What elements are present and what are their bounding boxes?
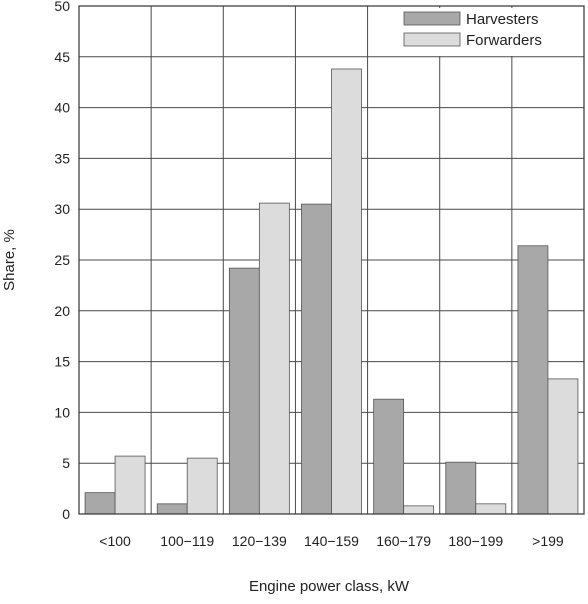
y-tick-label: 40 bbox=[54, 100, 70, 116]
y-tick-label: 0 bbox=[62, 506, 70, 522]
bar-harvesters bbox=[301, 203, 332, 515]
y-tick-label: 15 bbox=[54, 354, 70, 370]
bars bbox=[84, 68, 579, 515]
axes: 0 5 10 15 20 25 30 35 40 45 50 <100 100−119 120−139 14… bbox=[54, 0, 585, 549]
x-tick-label: 100−119 bbox=[160, 533, 214, 549]
bar-harvesters bbox=[84, 492, 116, 515]
y-tick-label: 20 bbox=[54, 303, 70, 319]
y-tick-label: 25 bbox=[54, 252, 70, 268]
x-tick-label: 180−199 bbox=[448, 533, 503, 549]
legend-swatch bbox=[403, 32, 461, 47]
y-axis-label: Share, % bbox=[1, 229, 18, 291]
legend-label: Harvesters bbox=[466, 11, 539, 28]
y-tick-label: 5 bbox=[62, 455, 70, 471]
bar-forwarders bbox=[403, 505, 435, 515]
legend-label: Forwarders bbox=[466, 32, 542, 49]
bar-harvesters bbox=[517, 245, 549, 515]
y-tick-label: 35 bbox=[54, 150, 70, 166]
bar-harvesters bbox=[445, 461, 477, 515]
y-tick-label: 30 bbox=[54, 201, 70, 217]
x-tick-label: 120−139 bbox=[232, 533, 287, 549]
y-tick-label: 50 bbox=[54, 0, 70, 14]
bar-harvesters bbox=[373, 398, 405, 515]
x-tick-label: 140−159 bbox=[304, 533, 359, 549]
bar-harvesters bbox=[228, 267, 260, 515]
x-tick-label: >199 bbox=[532, 533, 564, 549]
legend-swatch bbox=[403, 11, 461, 26]
bar-harvesters bbox=[156, 503, 188, 515]
plot-frame bbox=[78, 5, 585, 515]
bar-forwarders bbox=[258, 202, 290, 515]
y-tick-label: 45 bbox=[54, 49, 70, 65]
bar-forwarders bbox=[186, 457, 218, 515]
x-axis-label: Engine power class, kW bbox=[249, 578, 410, 595]
x-tick-label: <100 bbox=[99, 533, 131, 549]
bar-forwarders bbox=[547, 378, 579, 515]
bar-forwarders bbox=[475, 503, 507, 515]
legend: Harvesters Forwarders bbox=[390, 8, 576, 56]
y-tick-label: 10 bbox=[54, 404, 70, 420]
bar-forwarders bbox=[114, 455, 146, 515]
x-tick-label: 160−179 bbox=[376, 533, 431, 549]
bar-forwarders bbox=[331, 68, 362, 515]
